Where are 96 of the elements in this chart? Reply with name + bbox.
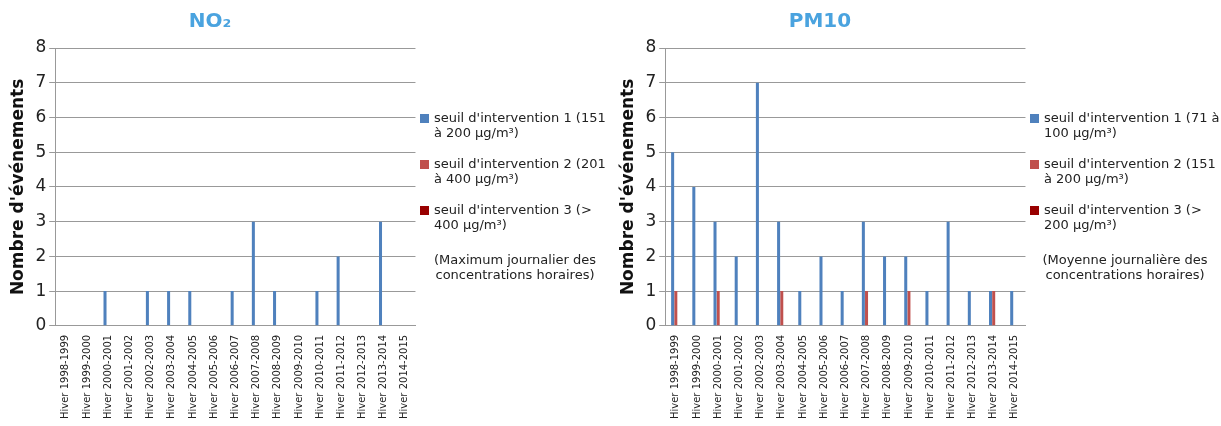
bar [861,221,865,326]
bar [734,256,738,326]
bar [230,291,234,326]
x-tick-label: Hiver 2007-2008 [250,334,262,420]
x-tick-label: Hiver 2004-2005 [796,334,808,420]
x-tick-label: Hiver 2008-2009 [881,334,893,420]
bar [777,221,781,326]
y-tick-label: 8 [35,36,47,57]
legend-label: seuil d'intervention 2 (201 à 400 µg/m³) [434,156,607,186]
legend-label: seuil d'intervention 1 (151 à 200 µg/m³) [434,110,607,140]
bar [819,256,823,326]
x-tick-label: Hiver 2006-2007 [838,334,850,420]
x-tick-label: Hiver 1999-2000 [690,334,702,420]
x-tick-label: Hiver 2007-2008 [860,334,872,420]
bar [716,291,720,326]
bar [671,152,675,326]
x-tick-label: Hiver 2000-2001 [101,334,113,420]
x-tick-label: Hiver 2009-2010 [292,334,304,420]
x-tick-label: Hiver 2011-2012 [944,334,956,420]
bar [904,256,908,326]
y-axis-title: Nombre d'événements [616,78,637,296]
x-tick-label: Hiver 1998-1999 [59,334,71,420]
bar [674,291,678,326]
chart-title: PM10 [788,8,852,33]
bar [865,291,869,326]
x-tick-label: Hiver 2009-2010 [902,334,914,420]
chart-title: NO₂ [188,8,232,33]
bar [336,256,340,326]
y-tick-label: 7 [35,71,47,92]
x-tick-label: Hiver 2012-2013 [356,334,368,420]
x-tick-label: Hiver 2005-2006 [817,334,829,420]
y-tick-label: 2 [645,244,657,265]
y-tick-label: 2 [35,244,47,265]
y-tick-label: 7 [645,71,657,92]
bar [188,291,192,326]
x-tick-label: Hiver 2002-2003 [754,334,766,420]
x-tick-label: Hiver 2001-2002 [732,334,744,420]
x-tick-label: Hiver 2001-2002 [122,334,134,420]
y-tick-label: 3 [645,210,657,231]
bar [251,221,255,326]
bar [925,291,929,326]
bar [379,221,383,326]
bar [145,291,149,326]
x-tick-label: Hiver 2013-2014 [377,334,389,420]
y-tick-label: 0 [645,314,657,335]
x-tick-label: Hiver 2008-2009 [271,334,283,420]
bar [167,291,171,326]
bar [103,291,107,326]
y-tick-label: 3 [35,210,47,231]
y-tick-label: 1 [35,279,47,300]
bar [755,82,759,326]
x-tick-label: Hiver 2013-2014 [987,334,999,420]
y-tick-label: 0 [35,314,47,335]
y-tick-label: 6 [645,105,657,126]
x-tick-label: Hiver 2000-2001 [711,334,723,420]
y-axis-title: Nombre d'événements [6,78,27,296]
y-tick-label: 1 [645,279,657,300]
x-tick-label: Hiver 2012-2013 [966,334,978,420]
x-tick-label: Hiver 2014-2015 [398,334,410,420]
x-tick-label: Hiver 2002-2003 [144,334,156,420]
x-tick-label: Hiver 2003-2004 [165,334,177,420]
x-tick-label: Hiver 2010-2011 [313,334,325,420]
legend-label: seuil d'intervention 1 (71 à 100 µg/m³) [1044,110,1220,140]
y-tick-label: 4 [35,175,47,196]
bar [946,221,950,326]
bar [1010,291,1014,326]
bar [883,256,887,326]
x-tick-label: Hiver 2004-2005 [186,334,198,420]
y-tick-label: 6 [35,105,47,126]
bar [315,291,319,326]
x-tick-label: Hiver 2005-2006 [207,334,219,420]
x-tick-label: Hiver 1998-1999 [669,334,681,420]
bar [967,291,971,326]
bar [692,186,696,326]
bar [273,291,277,326]
text: (Moyenne journalière des concentrations horaires) [1041,252,1209,282]
x-tick-label: Hiver 2003-2004 [775,334,787,420]
bar [713,221,717,326]
x-tick-label: Hiver 2014-2015 [1008,334,1020,420]
x-tick-label: Hiver 2006-2007 [228,334,240,420]
bar [840,291,844,326]
y-tick-label: 4 [645,175,657,196]
bar [992,291,996,326]
bar [780,291,784,326]
y-tick-label: 5 [645,140,657,161]
legend-label: seuil d'intervention 3 (> 200 µg/m³) [1044,202,1203,232]
bar [907,291,911,326]
bar [798,291,802,326]
text: (Maximum journalier des concentrations horaires) [432,252,598,282]
y-tick-label: 5 [35,140,47,161]
x-tick-label: Hiver 2011-2012 [334,334,346,420]
x-tick-label: Hiver 2010-2011 [923,334,935,420]
legend-label: seuil d'intervention 3 (> 400 µg/m³) [434,202,593,232]
x-tick-label: Hiver 1999-2000 [80,334,92,420]
legend-label: seuil d'intervention 2 (151 à 200 µg/m³) [1044,156,1217,186]
y-tick-label: 8 [645,36,657,57]
